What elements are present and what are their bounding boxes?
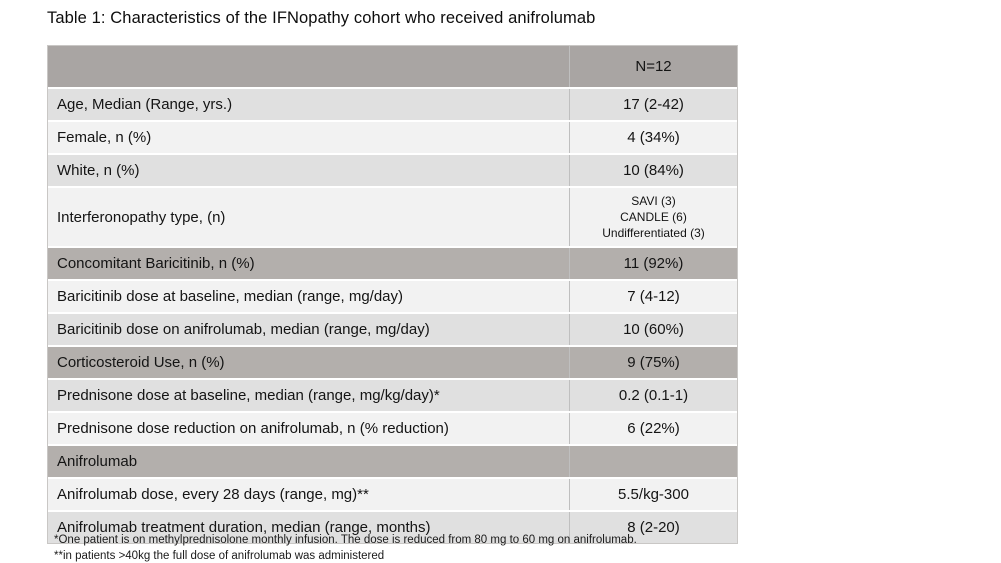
row-label: Corticosteroid Use, n (%): [48, 347, 570, 378]
row-value: 6 (22%): [627, 420, 680, 437]
header-label-cell: [48, 46, 570, 87]
table-row: Interferonopathy type, (n) SAVI (3) CAND…: [48, 186, 737, 246]
row-value: [570, 446, 737, 477]
header-value-cell: N=12: [635, 58, 672, 75]
row-label: White, n (%): [48, 155, 570, 186]
row-value: 9 (75%): [627, 354, 680, 371]
row-value: 10 (84%): [623, 162, 684, 179]
row-value: 8 (2-20): [627, 519, 680, 536]
row-value: 10 (60%): [623, 321, 684, 338]
row-label: Baricitinib dose at baseline, median (ra…: [48, 281, 570, 312]
table-row: Female, n (%) 4 (34%): [48, 120, 737, 153]
table-header-row: N=12: [48, 46, 737, 87]
table-row-section: Anifrolumab: [48, 444, 737, 477]
row-value: 5.5/kg-300: [618, 486, 689, 503]
table-row: White, n (%) 10 (84%): [48, 153, 737, 186]
table-row: Anifrolumab treatment duration, median (…: [48, 510, 737, 543]
footnotes: *One patient is on methylprednisolone mo…: [54, 533, 637, 563]
table-row: Prednisone dose reduction on anifrolumab…: [48, 411, 737, 444]
table-row: Anifrolumab dose, every 28 days (range, …: [48, 477, 737, 510]
row-value: 0.2 (0.1-1): [618, 387, 689, 404]
row-label: Concomitant Baricitinib, n (%): [48, 248, 570, 279]
row-label: Age, Median (Range, yrs.): [48, 89, 570, 120]
table-row: Prednisone dose at baseline, median (ran…: [48, 378, 737, 411]
table-row: Baricitinib dose at baseline, median (ra…: [48, 279, 737, 312]
row-label: Anifrolumab: [48, 446, 570, 477]
row-label: Baricitinib dose on anifrolumab, median …: [48, 314, 570, 345]
table-row-section: Concomitant Baricitinib, n (%) 11 (92%): [48, 246, 737, 279]
table-row: Age, Median (Range, yrs.) 17 (2-42): [48, 87, 737, 120]
row-label: Anifrolumab treatment duration, median (…: [48, 512, 570, 543]
footnote-2: **in patients >40kg the full dose of ani…: [54, 549, 385, 562]
table-row: Baricitinib dose on anifrolumab, median …: [48, 312, 737, 345]
row-label: Interferonopathy type, (n): [48, 188, 570, 246]
table-row-section: Corticosteroid Use, n (%) 9 (75%): [48, 345, 737, 378]
row-label: Prednisone dose at baseline, median (ran…: [48, 380, 570, 411]
row-label: Anifrolumab dose, every 28 days (range, …: [48, 479, 570, 510]
table-title: Table 1: Characteristics of the IFNopath…: [47, 9, 596, 27]
row-value: 17 (2-42): [623, 96, 684, 113]
row-value: 11 (92%): [623, 255, 684, 272]
row-label: Prednisone dose reduction on anifrolumab…: [48, 413, 570, 444]
row-label: Female, n (%): [48, 122, 570, 153]
row-value: 4 (34%): [627, 129, 680, 146]
row-value: 7 (4-12): [627, 288, 680, 305]
footnote-1: *One patient is on methylprednisolone mo…: [54, 534, 637, 546]
row-value: SAVI (3) CANDLE (6) Undifferentiated (3): [602, 193, 705, 241]
characteristics-table: N=12 Age, Median (Range, yrs.) 17 (2-42)…: [47, 45, 738, 544]
